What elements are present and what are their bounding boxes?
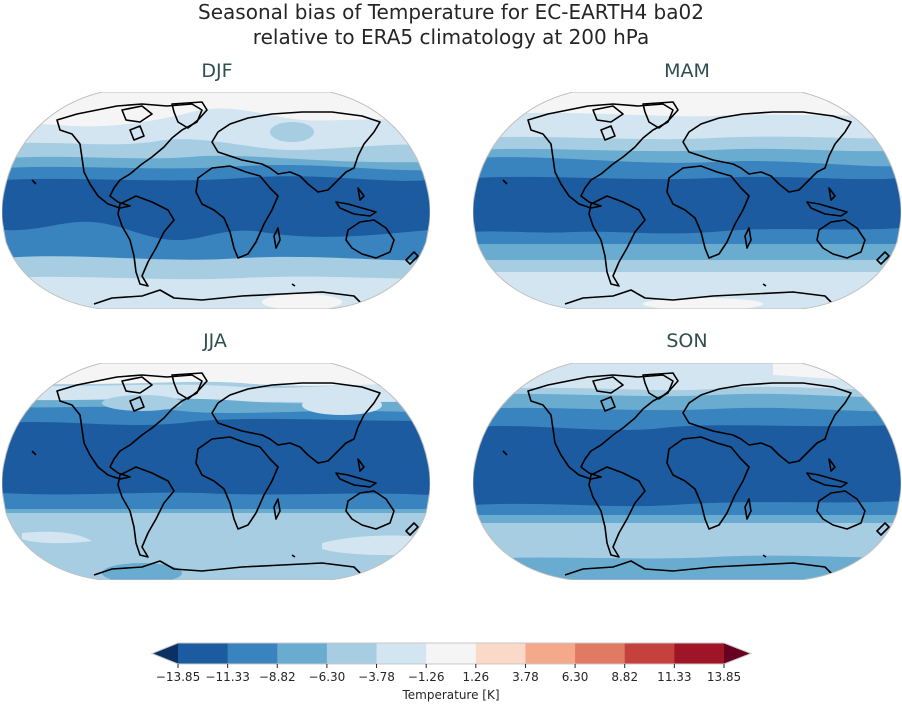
figure-title: Seasonal bias of Temperature for EC-EART… bbox=[0, 0, 902, 50]
map-djf bbox=[2, 92, 430, 309]
colorbar-label: Temperature [K] bbox=[402, 688, 500, 702]
colorbar-tick: −11.33 bbox=[205, 670, 250, 684]
panel-title-jja: JJA bbox=[203, 330, 227, 352]
panel-title-son: SON bbox=[666, 330, 708, 352]
colorbar-tick: 13.85 bbox=[706, 670, 742, 684]
colorbar-segments bbox=[178, 643, 725, 664]
colorbar-under-arrow bbox=[152, 643, 178, 664]
figure-title-line-2: relative to ERA5 climatology at 200 hPa bbox=[252, 25, 650, 49]
map-jja bbox=[2, 363, 430, 580]
colorbar-over-arrow bbox=[724, 643, 751, 664]
colorbar-tick: −13.85 bbox=[155, 670, 201, 684]
figure-title-line-1: Seasonal bias of Temperature for EC-EART… bbox=[198, 0, 704, 24]
colorbar-tick: 3.78 bbox=[512, 670, 539, 684]
colorbar-tick: −8.82 bbox=[258, 670, 296, 684]
map-mam bbox=[473, 92, 901, 309]
colorbar-tick: 8.82 bbox=[611, 670, 639, 684]
panel-title-djf: DJF bbox=[201, 60, 233, 82]
colorbar-tick: 11.33 bbox=[657, 670, 692, 684]
colorbar-tick: −6.30 bbox=[308, 670, 346, 684]
map-son bbox=[473, 363, 901, 580]
colorbar-tick: 1.26 bbox=[462, 670, 490, 684]
panel-title-mam: MAM bbox=[664, 60, 710, 82]
colorbar-tick: −1.26 bbox=[407, 670, 445, 684]
colorbar-tick: 6.30 bbox=[561, 670, 589, 684]
colorbar-tick: −3.78 bbox=[358, 670, 395, 684]
